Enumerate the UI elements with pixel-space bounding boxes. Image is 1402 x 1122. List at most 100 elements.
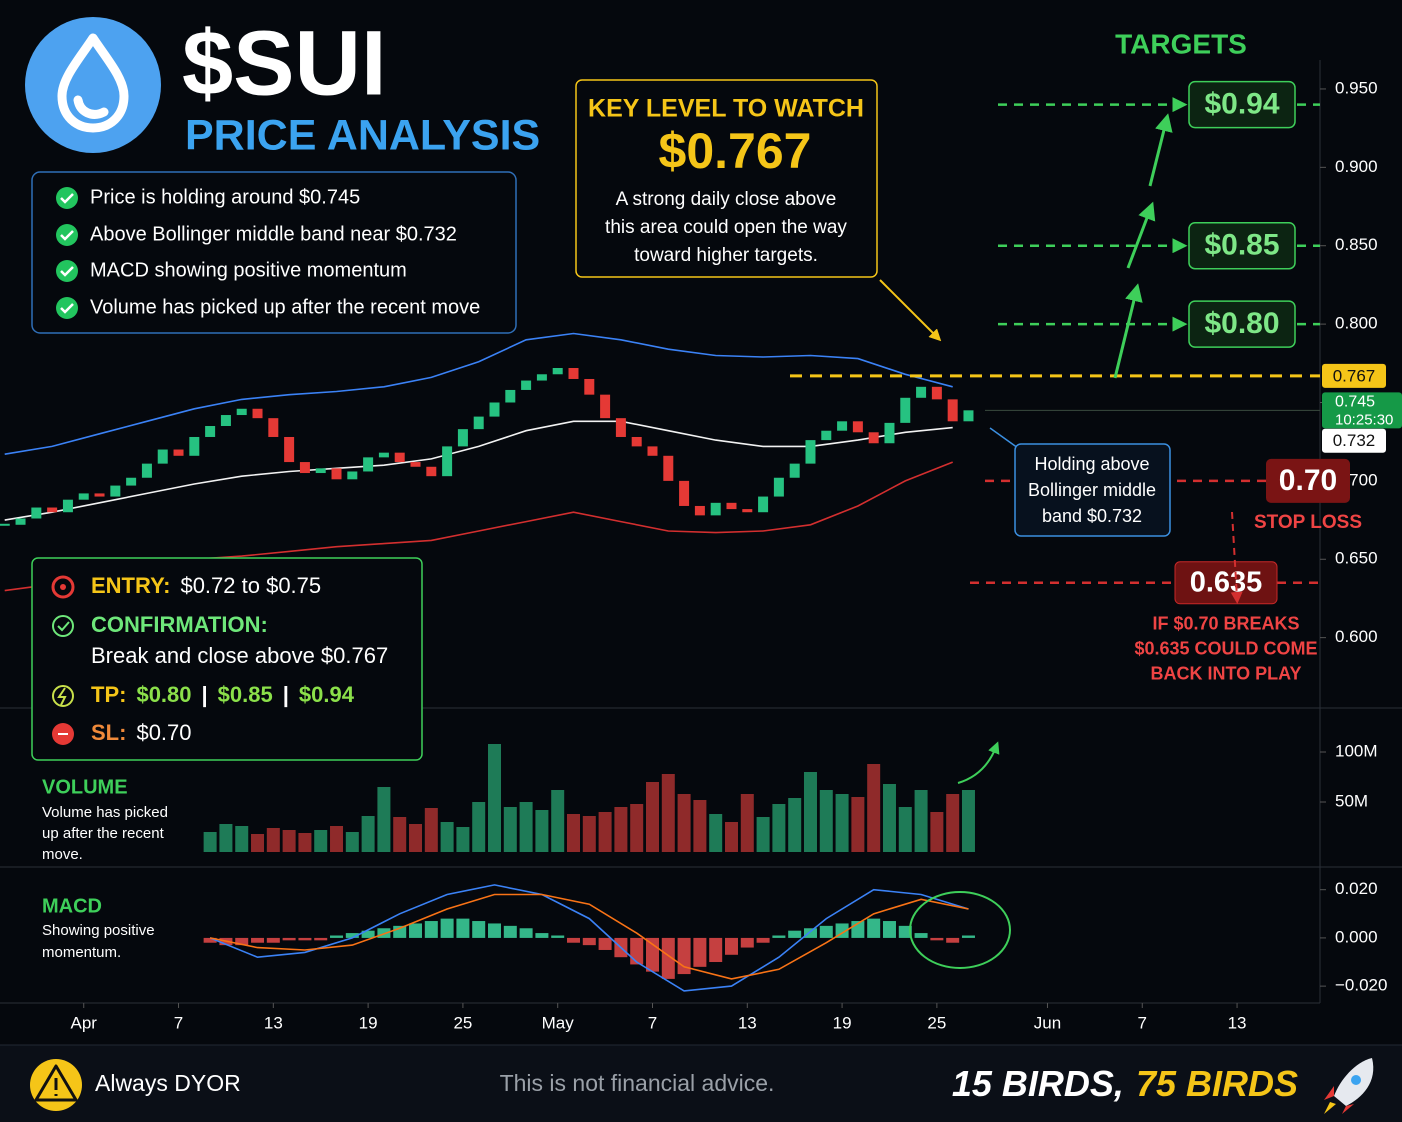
warning-triangle [34, 1064, 78, 1102]
candle [205, 426, 216, 437]
x-tick-label: 25 [453, 1013, 472, 1032]
x-tick-label: 13 [1228, 1013, 1247, 1032]
callout-text: Bollinger middle [1028, 480, 1156, 500]
volume-bar [819, 790, 833, 852]
downside-note: BACK INTO PLAY [1150, 664, 1301, 684]
volume-bar [598, 812, 612, 852]
volume-bar [219, 824, 233, 852]
confirmation-value: Break and close above $0.767 [91, 643, 388, 668]
candle [489, 402, 500, 417]
candle [268, 418, 279, 437]
macd-bar [409, 923, 423, 938]
key-level-value: $0.767 [659, 123, 812, 179]
bollinger-middle [4, 420, 953, 521]
callout-text: Holding above [1034, 454, 1149, 474]
macd-bar [551, 935, 565, 938]
volume-bar [298, 833, 312, 852]
sl-row: SL: $0.70 [91, 720, 192, 745]
tp-separator: | [283, 682, 289, 707]
candle [663, 455, 674, 481]
footer [0, 1045, 1402, 1122]
candle [947, 399, 958, 422]
candle [426, 466, 437, 477]
volume-bar [393, 817, 407, 852]
macd-bar [266, 937, 280, 943]
sl-value: $0.70 [136, 720, 191, 745]
target-box [1188, 221, 1296, 270]
candle [963, 410, 974, 422]
volume-bar [282, 830, 296, 852]
macd-bar [867, 918, 881, 938]
candle [173, 449, 184, 456]
volume-title: VOLUME [42, 776, 128, 798]
downside-badge [1174, 561, 1278, 605]
macd-bar [693, 937, 707, 967]
volume-bar [661, 774, 675, 852]
target-label: $0.80 [1204, 307, 1279, 340]
macd-note: Showing positive [42, 922, 155, 939]
bollinger-upper [4, 332, 953, 455]
macd-bar [535, 933, 549, 938]
candle [789, 463, 800, 478]
macd-bar [251, 937, 265, 943]
volume-bar [645, 782, 659, 852]
volume-bar [756, 817, 770, 852]
volume-bar [409, 824, 423, 852]
last-time: 10:25:30 [1335, 411, 1393, 428]
macd-bar [772, 935, 786, 938]
brand: 15 BIRDS, 75 BIRDS [952, 1063, 1298, 1104]
target-box [1188, 80, 1296, 129]
candle [394, 452, 405, 463]
key-level-badge-text: 0.767 [1333, 366, 1376, 385]
x-tick-label: May [542, 1013, 575, 1032]
candle [694, 505, 705, 516]
last-price-badge [1322, 392, 1402, 429]
candle [916, 386, 927, 398]
candle [457, 429, 468, 447]
volume-bar [709, 814, 723, 852]
candle [837, 421, 848, 431]
candle [521, 380, 532, 390]
macd-bar [298, 937, 312, 941]
macd-line [209, 884, 969, 992]
candle [31, 507, 42, 519]
volume-bar [235, 826, 249, 852]
volume-bar [961, 790, 975, 852]
macd-bar [740, 937, 754, 948]
candle [220, 415, 231, 427]
volume-note: Volume has picked [42, 804, 168, 821]
confirmation-label: CONFIRMATION: [91, 612, 268, 637]
candle [884, 422, 895, 444]
candle [315, 468, 326, 474]
macd-bar [961, 935, 975, 938]
downside-arrow [1230, 511, 1243, 604]
middle-band-label: 0.732 [1333, 431, 1376, 450]
target-label: $0.94 [1204, 88, 1279, 121]
y-tick-label: 0.600 [1335, 627, 1378, 646]
y-tick-label: 0.000 [1335, 927, 1378, 946]
key-level-text: toward higher targets. [634, 245, 818, 266]
candle [505, 389, 516, 403]
candle [157, 449, 168, 464]
tp-label: TP: [91, 682, 126, 707]
candle [78, 493, 89, 500]
entry-value: $0.72 to $0.75 [180, 573, 321, 598]
candle [631, 436, 642, 447]
x-tick-label: Jun [1034, 1013, 1061, 1032]
candle [378, 452, 389, 458]
macd-bar [898, 925, 912, 938]
candle [47, 507, 58, 513]
stop-loss-caption: STOP LOSS [1254, 512, 1362, 533]
volume-bar [740, 794, 754, 852]
title: $SUI [182, 12, 387, 114]
volume-bar [693, 800, 707, 852]
candle [331, 468, 342, 480]
key-level-badge [1322, 363, 1386, 388]
macd-title: MACD [42, 895, 102, 917]
candle [363, 457, 374, 472]
candle [126, 477, 137, 486]
volume-bar [266, 828, 280, 852]
macd-bar [930, 937, 944, 941]
macd-bar [724, 937, 738, 955]
key-level-box [575, 79, 878, 278]
